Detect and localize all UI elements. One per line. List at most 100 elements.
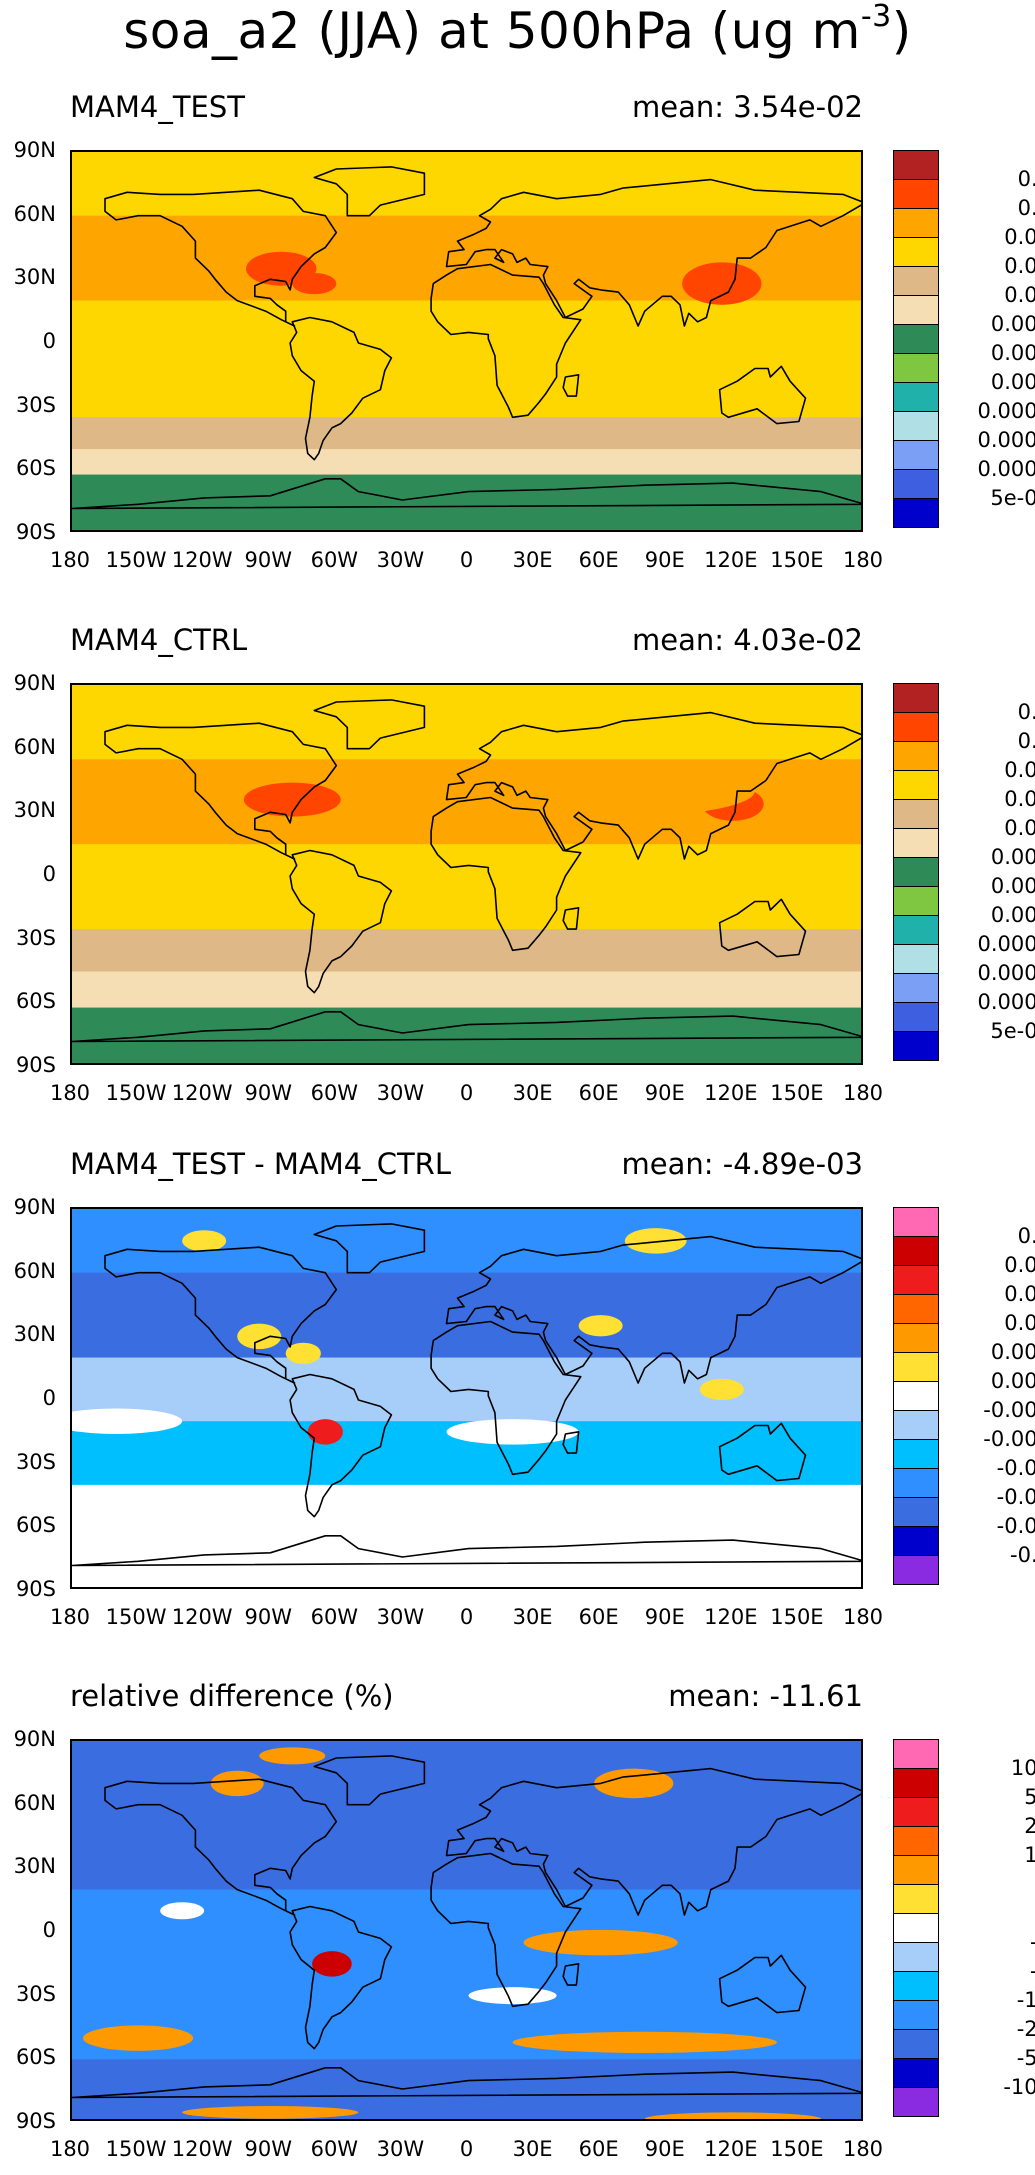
colorbar-swatch: [893, 886, 939, 916]
colorbar-swatch: [893, 237, 939, 267]
contour-band: [72, 1794, 861, 1891]
lon-tick-label: 30W: [376, 1081, 425, 1105]
lon-tick-label: 120E: [704, 548, 758, 572]
contour-band: [72, 300, 861, 397]
colorbar-swatch: [893, 1826, 939, 1856]
map-plot: [70, 1207, 863, 1589]
colorbar-label: 0.2: [1017, 700, 1035, 724]
lon-tick-label: 30W: [376, 548, 425, 572]
lat-tick-label: 0: [42, 1918, 56, 1942]
lat-tick-label: 60S: [15, 1513, 56, 1538]
lat-tick-label: 90S: [15, 1053, 56, 1077]
colorbar-swatch: [893, 1031, 939, 1061]
colorbar-swatch: [893, 1294, 939, 1324]
contour-patch: [523, 1929, 678, 1956]
coastline: [445, 711, 861, 860]
colorbar-swatch: [893, 208, 939, 238]
colorbar-label: 0.02: [1004, 787, 1035, 811]
contour-band: [72, 396, 861, 418]
map-plot: [70, 1739, 863, 2121]
colorbar-label: 10: [1024, 1843, 1035, 1867]
lon-tick-label: 150E: [770, 1081, 824, 1105]
coastline: [289, 849, 393, 994]
lat-tick-label: 60N: [13, 734, 56, 759]
colorbar-swatch: [893, 1381, 939, 1411]
lon-tick-label: 60W: [310, 548, 359, 572]
map-plot: [70, 150, 863, 532]
lat-tick-label: 60S: [15, 989, 56, 1014]
coastline: [718, 1954, 807, 2014]
coastline: [562, 907, 580, 930]
coastline: [313, 1755, 426, 1806]
lon-tick-label: 120W: [171, 1081, 233, 1105]
lon-tick-label: 120E: [704, 1605, 758, 1629]
contour-band: [72, 971, 861, 1009]
colorbar-label: 0.01: [1004, 816, 1035, 840]
colorbar-label: 50: [1024, 1785, 1035, 1809]
lat-tick-label: 90N: [13, 1727, 56, 1751]
lon-tick-label: 60E: [578, 2137, 619, 2161]
contour-patch: [307, 1419, 343, 1445]
contour-patch: [594, 1768, 674, 1799]
panel-mean: mean: -4.89e-03: [621, 1147, 863, 1181]
lon-tick-label: 180: [842, 548, 884, 572]
contour-patch: [413, 215, 590, 259]
lat-tick-label: 30N: [13, 1322, 56, 1347]
contour-patch: [292, 272, 337, 295]
colorbar-label: 0.1: [1017, 1224, 1035, 1248]
lon-tick-label: 150W: [105, 1081, 167, 1105]
contour-patch: [210, 1770, 264, 1797]
lon-tick-label: 60E: [578, 1081, 619, 1105]
lat-tick-label: 30S: [15, 925, 56, 950]
colorbar-label: 0.005: [990, 1340, 1035, 1364]
lat-tick-label: 30N: [13, 1854, 56, 1879]
lon-tick-label: 30E: [512, 1081, 553, 1105]
colorbar-swatch: [893, 266, 939, 296]
colorbar-label: 5e-05: [990, 486, 1035, 510]
colorbar-swatch: [893, 799, 939, 829]
colorbar-label: 0.001: [990, 370, 1035, 394]
colorbar-swatch: [893, 2087, 939, 2117]
coastline: [289, 1373, 393, 1518]
coastline: [562, 1431, 580, 1454]
colorbar-swatch: [893, 1884, 939, 1914]
contour-patch: [682, 262, 762, 305]
colorbar-label: 0.002: [990, 341, 1035, 365]
map-canvas: [72, 152, 861, 530]
contour-patch: [699, 1378, 744, 1400]
coastline: [718, 1422, 807, 1482]
contour-patch: [512, 2031, 777, 2053]
lon-tick-label: 180: [49, 2137, 91, 2161]
colorbar-swatch: [893, 295, 939, 325]
coastline: [72, 1535, 861, 1567]
colorbar-swatch: [893, 411, 939, 441]
colorbar-label: 5e-05: [990, 1019, 1035, 1043]
lat-tick-label: 30N: [13, 798, 56, 823]
coastline: [313, 1223, 426, 1274]
lat-tick-label: 60N: [13, 1258, 56, 1283]
colorbar-swatch: [893, 150, 939, 180]
lon-tick-label: 90W: [244, 2137, 293, 2161]
contour-band: [72, 1741, 861, 1795]
colorbar-swatch: [893, 1971, 939, 2001]
colorbar-swatch: [893, 857, 939, 887]
colorbar-swatch: [893, 1526, 939, 1556]
colorbar-swatch: [893, 353, 939, 383]
colorbar-label: 0.1: [1017, 729, 1035, 753]
colorbar-swatch: [893, 1323, 939, 1353]
colorbar-swatch: [893, 1913, 939, 1943]
colorbar-label: -2: [941, 1932, 1035, 1953]
lon-tick-label: 180: [842, 1081, 884, 1105]
contour-band: [72, 1272, 861, 1359]
panel-mean: mean: 3.54e-02: [631, 90, 863, 124]
colorbar-label: -100: [1003, 2075, 1035, 2099]
contour-patch: [160, 1902, 205, 1920]
coastline: [104, 1246, 338, 1384]
coastline: [430, 1852, 582, 2008]
coastline: [445, 178, 861, 327]
contour-band: [72, 1889, 861, 1975]
colorbar-swatch: [893, 1555, 939, 1585]
colorbar-label: 0.02: [1004, 1282, 1035, 1306]
coastline: [104, 1778, 338, 1916]
map-canvas: [72, 685, 861, 1063]
